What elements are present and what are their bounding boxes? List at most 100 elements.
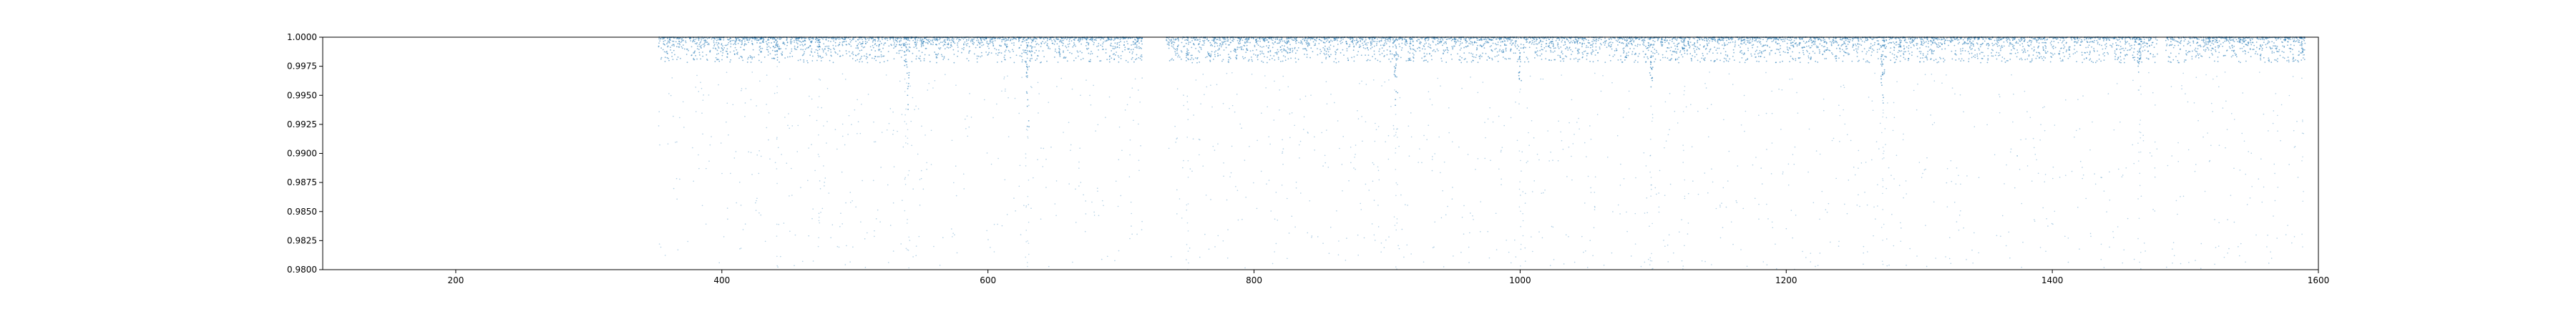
data-point xyxy=(758,49,761,51)
data-point xyxy=(803,59,805,61)
data-point xyxy=(1039,37,1041,39)
data-point xyxy=(1120,57,1122,59)
data-point xyxy=(823,43,825,45)
data-point xyxy=(1807,45,1810,47)
data-point xyxy=(1758,52,1760,54)
data-point xyxy=(964,41,966,43)
data-point xyxy=(1021,52,1023,54)
data-point xyxy=(1699,44,1701,46)
data-point xyxy=(1778,43,1780,44)
data-point xyxy=(1215,50,1217,52)
data-point xyxy=(869,38,870,39)
data-point xyxy=(1789,61,1791,63)
data-point xyxy=(1040,147,1042,149)
data-point xyxy=(1015,38,1018,40)
data-point xyxy=(957,50,959,52)
data-point xyxy=(737,42,739,44)
data-point xyxy=(2064,46,2066,48)
data-point xyxy=(1116,46,1118,48)
data-point xyxy=(2021,49,2023,51)
data-point xyxy=(1085,213,1087,215)
data-point xyxy=(1294,41,1297,42)
data-point xyxy=(957,46,959,48)
data-point xyxy=(1399,46,1401,48)
data-point xyxy=(1106,39,1108,41)
data-point xyxy=(755,38,757,40)
data-point xyxy=(1229,57,1231,59)
data-point xyxy=(1440,39,1441,41)
data-point xyxy=(1679,52,1681,53)
data-point xyxy=(932,87,934,89)
data-point xyxy=(966,44,967,46)
data-point xyxy=(893,166,895,167)
data-point xyxy=(1141,59,1143,61)
data-point xyxy=(855,40,857,42)
data-point xyxy=(961,52,962,54)
data-point xyxy=(1752,46,1753,49)
data-point xyxy=(2129,45,2131,47)
data-point xyxy=(1208,54,1210,56)
data-point xyxy=(723,46,726,49)
data-point xyxy=(774,41,776,43)
data-point xyxy=(1472,53,1474,55)
data-point xyxy=(716,49,718,52)
data-point xyxy=(795,39,797,41)
data-point xyxy=(1823,46,1825,48)
data-point xyxy=(2141,61,2143,63)
data-point xyxy=(2106,39,2107,41)
data-point xyxy=(859,49,861,52)
data-point xyxy=(1893,42,1896,44)
data-point xyxy=(831,224,834,226)
data-point xyxy=(1084,230,1086,232)
data-point xyxy=(1004,90,1006,92)
data-point xyxy=(841,171,843,173)
data-point xyxy=(1477,62,1479,64)
data-point xyxy=(1996,44,1998,45)
data-point xyxy=(702,99,704,101)
data-point xyxy=(1211,39,1213,41)
data-point xyxy=(1897,52,1899,54)
data-point xyxy=(1036,38,1038,40)
data-point xyxy=(834,129,836,130)
data-point xyxy=(1138,57,1140,59)
data-point xyxy=(1973,45,1975,47)
data-point xyxy=(721,59,723,61)
data-point xyxy=(755,202,756,204)
data-point xyxy=(917,39,919,41)
data-point xyxy=(932,41,935,44)
data-point xyxy=(726,51,728,52)
data-point xyxy=(1035,49,1038,52)
data-point xyxy=(1136,47,1138,49)
data-point xyxy=(1010,57,1012,59)
data-point xyxy=(2135,39,2137,41)
data-point xyxy=(943,40,945,42)
data-point xyxy=(1677,58,1679,60)
data-point xyxy=(1381,47,1383,49)
data-point xyxy=(928,82,930,84)
data-point xyxy=(726,44,728,46)
data-point xyxy=(1926,57,1928,59)
data-point xyxy=(1131,53,1133,54)
data-point xyxy=(1008,49,1010,52)
data-point xyxy=(776,138,778,140)
data-point xyxy=(841,44,844,45)
data-point xyxy=(952,37,953,39)
data-point xyxy=(1055,215,1057,217)
data-point xyxy=(1138,38,1140,39)
data-point xyxy=(1000,45,1002,47)
data-point xyxy=(1694,38,1695,39)
data-point xyxy=(2043,41,2045,44)
data-point xyxy=(1036,42,1038,44)
data-point xyxy=(1067,44,1069,46)
data-point xyxy=(1136,58,1138,59)
data-point xyxy=(1024,49,1026,52)
data-point xyxy=(727,39,728,40)
data-point xyxy=(1884,55,1885,57)
data-point xyxy=(1718,47,1720,49)
data-point xyxy=(990,52,992,54)
data-point xyxy=(1113,59,1115,61)
data-point xyxy=(1642,43,1644,45)
data-point xyxy=(1269,54,1272,57)
data-point xyxy=(1336,38,1338,40)
data-point xyxy=(2097,41,2099,44)
